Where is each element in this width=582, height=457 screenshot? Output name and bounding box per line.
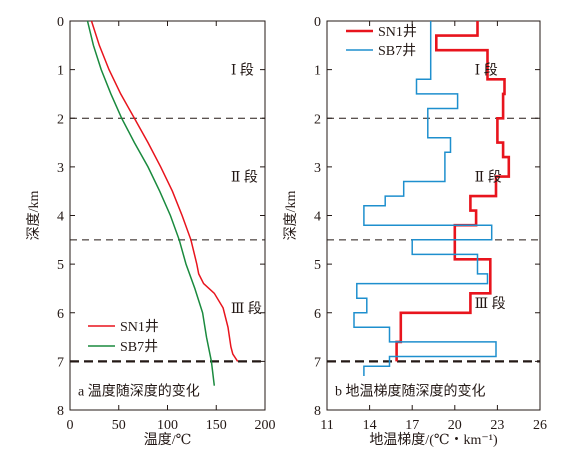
y-tick-label: 2	[57, 112, 64, 127]
y-tick-label: 7	[57, 355, 64, 370]
y-tick-label: 6	[314, 307, 321, 322]
y-tick-label: 1	[314, 64, 321, 79]
segment-label: Ⅲ 段	[231, 301, 262, 317]
legend-label: SN1井	[120, 319, 159, 335]
y-tick-label: 3	[57, 161, 64, 176]
y-tick-label: 8	[314, 404, 321, 419]
x-axis-title: 地温梯度/(℃・km⁻¹)	[369, 432, 498, 448]
x-tick-label: 200	[255, 418, 276, 433]
series-line-1	[353, 21, 497, 376]
x-tick-label: 17	[405, 418, 419, 433]
legend-label: SN1井	[378, 24, 417, 40]
legend-label: SB7井	[120, 339, 158, 355]
y-tick-label: 0	[314, 15, 321, 30]
x-tick-label: 50	[112, 418, 126, 433]
panel-label: b 地温梯度随深度的变化	[335, 384, 486, 400]
x-tick-label: 26	[533, 418, 547, 433]
y-tick-label: 3	[314, 161, 321, 176]
x-tick-label: 11	[320, 418, 333, 433]
panel-label: a 温度随深度的变化	[78, 384, 200, 400]
segment-label: Ⅱ 段	[475, 170, 502, 186]
y-tick-label: 4	[57, 210, 64, 225]
segment-label: Ⅲ 段	[475, 296, 506, 312]
series-line-0	[395, 21, 511, 362]
y-tick-label: 1	[57, 64, 64, 79]
y-tick-label: 0	[57, 15, 64, 30]
y-tick-label: 2	[314, 112, 321, 127]
series-line-1	[86, 20, 216, 386]
x-axis-title: 温度/℃	[144, 432, 192, 448]
segment-label: Ⅱ 段	[231, 170, 258, 186]
x-tick-label: 23	[490, 418, 504, 433]
y-tick-label: 5	[57, 258, 64, 273]
segment-label: Ⅰ 段	[231, 63, 254, 79]
x-tick-label: 100	[157, 418, 178, 433]
x-tick-label: 20	[448, 418, 462, 433]
legend-label: SB7井	[378, 43, 416, 59]
x-tick-label: 14	[363, 418, 377, 433]
y-axis-title: 深度/km	[283, 191, 299, 241]
y-axis-title: 深度/km	[26, 191, 42, 241]
y-tick-label: 5	[314, 258, 321, 273]
series-line-0	[90, 20, 239, 362]
y-tick-label: 6	[57, 307, 64, 322]
x-tick-label: 150	[206, 418, 227, 433]
y-tick-label: 7	[314, 355, 321, 370]
plot-frame	[69, 20, 266, 411]
y-tick-label: 8	[57, 404, 64, 419]
x-tick-label: 0	[67, 418, 74, 433]
y-tick-label: 4	[314, 210, 321, 225]
plot-frame	[326, 20, 541, 411]
segment-label: Ⅰ 段	[475, 63, 498, 79]
